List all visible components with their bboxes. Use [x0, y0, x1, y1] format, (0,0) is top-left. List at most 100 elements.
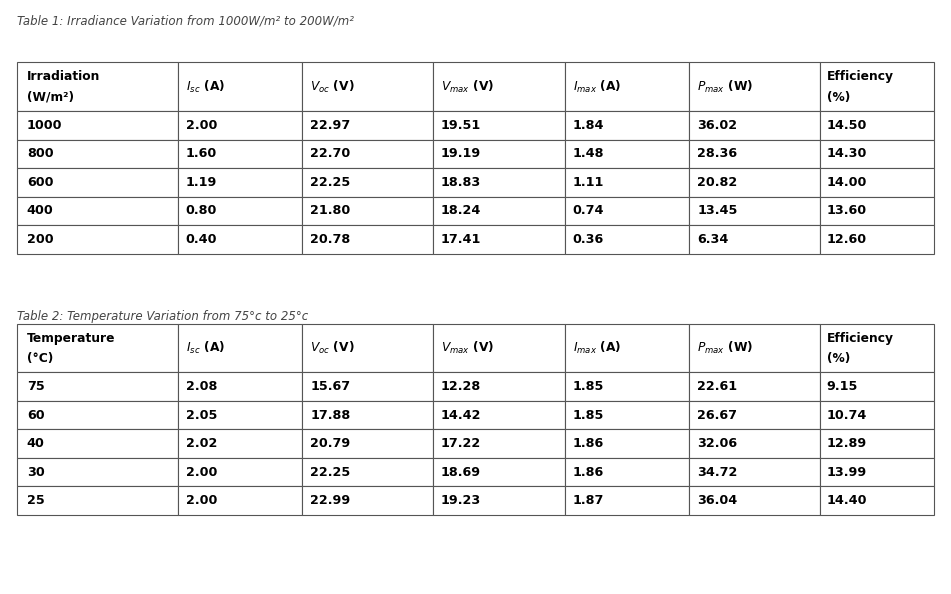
Bar [302, 111, 433, 140]
Text: 15.67: 15.67 [310, 380, 350, 393]
Text: 2.02: 2.02 [185, 437, 217, 450]
Text: 18.83: 18.83 [440, 176, 481, 189]
Text: $\mathit{I}_{sc}$ (A): $\mathit{I}_{sc}$ (A) [185, 78, 224, 95]
Text: 19.19: 19.19 [440, 147, 481, 160]
Text: 22.25: 22.25 [310, 466, 350, 479]
Text: $\mathit{V}_{max}$ (V): $\mathit{V}_{max}$ (V) [440, 340, 494, 356]
Text: 6.34: 6.34 [697, 233, 728, 246]
Bar [565, 197, 689, 225]
Bar [689, 111, 820, 140]
Bar [178, 62, 302, 111]
Bar [178, 458, 302, 486]
Bar [689, 429, 820, 458]
Bar [689, 62, 820, 111]
Bar [178, 372, 302, 401]
Bar [565, 429, 689, 458]
Bar [820, 62, 934, 111]
Bar [433, 62, 565, 111]
Text: 1.48: 1.48 [573, 147, 604, 160]
Text: 36.04: 36.04 [697, 494, 737, 507]
Text: Temperature: Temperature [27, 332, 115, 345]
Bar [433, 458, 565, 486]
Bar [433, 111, 565, 140]
Text: 0.40: 0.40 [185, 233, 217, 246]
Text: 25: 25 [27, 494, 45, 507]
Text: 14.30: 14.30 [826, 147, 867, 160]
Text: 800: 800 [27, 147, 53, 160]
Text: $\mathit{I}_{max}$ (A): $\mathit{I}_{max}$ (A) [573, 78, 621, 95]
Text: 12.89: 12.89 [826, 437, 867, 450]
Bar [565, 140, 689, 168]
Text: 32.06: 32.06 [697, 437, 737, 450]
Text: 2.08: 2.08 [185, 380, 217, 393]
Text: 200: 200 [27, 233, 53, 246]
Bar [302, 168, 433, 197]
Text: Irradiation: Irradiation [27, 71, 100, 84]
Text: 10.74: 10.74 [826, 409, 867, 422]
Bar [689, 197, 820, 225]
Text: 13.99: 13.99 [826, 466, 867, 479]
Bar [178, 197, 302, 225]
Bar [17, 372, 178, 401]
Text: 0.80: 0.80 [185, 204, 217, 217]
Bar [302, 197, 433, 225]
Bar [820, 372, 934, 401]
Bar [178, 401, 302, 429]
Text: 0.36: 0.36 [573, 233, 604, 246]
Text: 19.23: 19.23 [440, 494, 481, 507]
Text: Efficiency: Efficiency [826, 71, 894, 84]
Text: (%): (%) [826, 91, 850, 104]
Bar [565, 486, 689, 515]
Text: $\mathit{I}_{max}$ (A): $\mathit{I}_{max}$ (A) [573, 340, 621, 356]
Bar [433, 324, 565, 372]
Bar [302, 401, 433, 429]
Text: Table 2: Temperature Variation from 75°c to 25°c: Table 2: Temperature Variation from 75°c… [17, 310, 308, 323]
Bar [565, 168, 689, 197]
Bar [302, 324, 433, 372]
Bar [17, 111, 178, 140]
Text: 17.41: 17.41 [440, 233, 481, 246]
Text: 22.70: 22.70 [310, 147, 350, 160]
Bar [689, 225, 820, 254]
Bar [178, 111, 302, 140]
Text: 400: 400 [27, 204, 53, 217]
Text: 60: 60 [27, 409, 45, 422]
Bar [302, 372, 433, 401]
Text: 1.85: 1.85 [573, 380, 604, 393]
Bar [178, 168, 302, 197]
Text: 1.86: 1.86 [573, 466, 604, 479]
Text: $\mathit{V}_{oc}$ (V): $\mathit{V}_{oc}$ (V) [310, 340, 355, 356]
Text: 13.45: 13.45 [697, 204, 738, 217]
Bar [17, 324, 178, 372]
Bar [17, 168, 178, 197]
Text: 26.67: 26.67 [697, 409, 737, 422]
Text: 20.82: 20.82 [697, 176, 737, 189]
Text: 12.28: 12.28 [440, 380, 481, 393]
Text: 21.80: 21.80 [310, 204, 350, 217]
Text: (°C): (°C) [27, 352, 53, 365]
Bar [820, 197, 934, 225]
Bar [17, 486, 178, 515]
Bar [689, 372, 820, 401]
Bar [433, 140, 565, 168]
Bar [302, 486, 433, 515]
Text: 1.84: 1.84 [573, 119, 604, 132]
Text: 20.78: 20.78 [310, 233, 350, 246]
Text: 0.74: 0.74 [573, 204, 604, 217]
Bar [689, 458, 820, 486]
Bar [565, 62, 689, 111]
Text: 14.00: 14.00 [826, 176, 867, 189]
Bar [302, 458, 433, 486]
Bar [178, 140, 302, 168]
Bar [178, 429, 302, 458]
Text: 40: 40 [27, 437, 45, 450]
Bar [17, 401, 178, 429]
Bar [302, 429, 433, 458]
Bar [565, 111, 689, 140]
Bar [302, 225, 433, 254]
Text: 34.72: 34.72 [697, 466, 738, 479]
Bar [820, 111, 934, 140]
Bar [820, 168, 934, 197]
Text: 20.79: 20.79 [310, 437, 350, 450]
Text: (%): (%) [826, 352, 850, 365]
